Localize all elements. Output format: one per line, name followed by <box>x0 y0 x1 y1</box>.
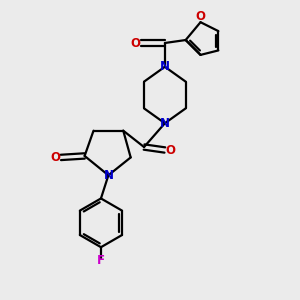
Text: O: O <box>131 37 141 50</box>
Text: O: O <box>165 143 175 157</box>
Text: N: N <box>103 169 113 182</box>
Text: O: O <box>196 10 206 23</box>
Text: F: F <box>97 254 105 267</box>
Text: O: O <box>50 151 60 164</box>
Text: N: N <box>160 60 170 73</box>
Text: N: N <box>160 117 170 130</box>
